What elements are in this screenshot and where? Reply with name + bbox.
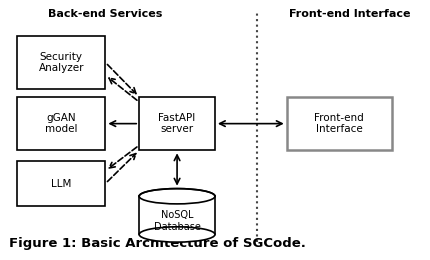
Bar [17,97,105,150]
Ellipse shape [139,188,215,204]
Text: Security
Analyzer: Security Analyzer [38,52,84,73]
Text: LLM: LLM [51,179,71,188]
Text: Back-end Services: Back-end Services [48,9,163,19]
Bar [17,36,105,89]
Bar [139,97,215,150]
Text: Front-end Interface: Front-end Interface [289,9,411,19]
Ellipse shape [139,227,215,242]
Text: gGAN
model: gGAN model [45,113,77,134]
Text: NoSQL
Database: NoSQL Database [154,210,200,232]
Text: Figure 1: Basic Architecture of SGCode.: Figure 1: Basic Architecture of SGCode. [9,237,305,250]
Text: Front-end
Interface: Front-end Interface [314,113,364,134]
Bar [17,161,105,206]
Text: FastAPI
server: FastAPI server [158,113,196,134]
Bar [139,196,215,235]
Bar [287,97,392,150]
